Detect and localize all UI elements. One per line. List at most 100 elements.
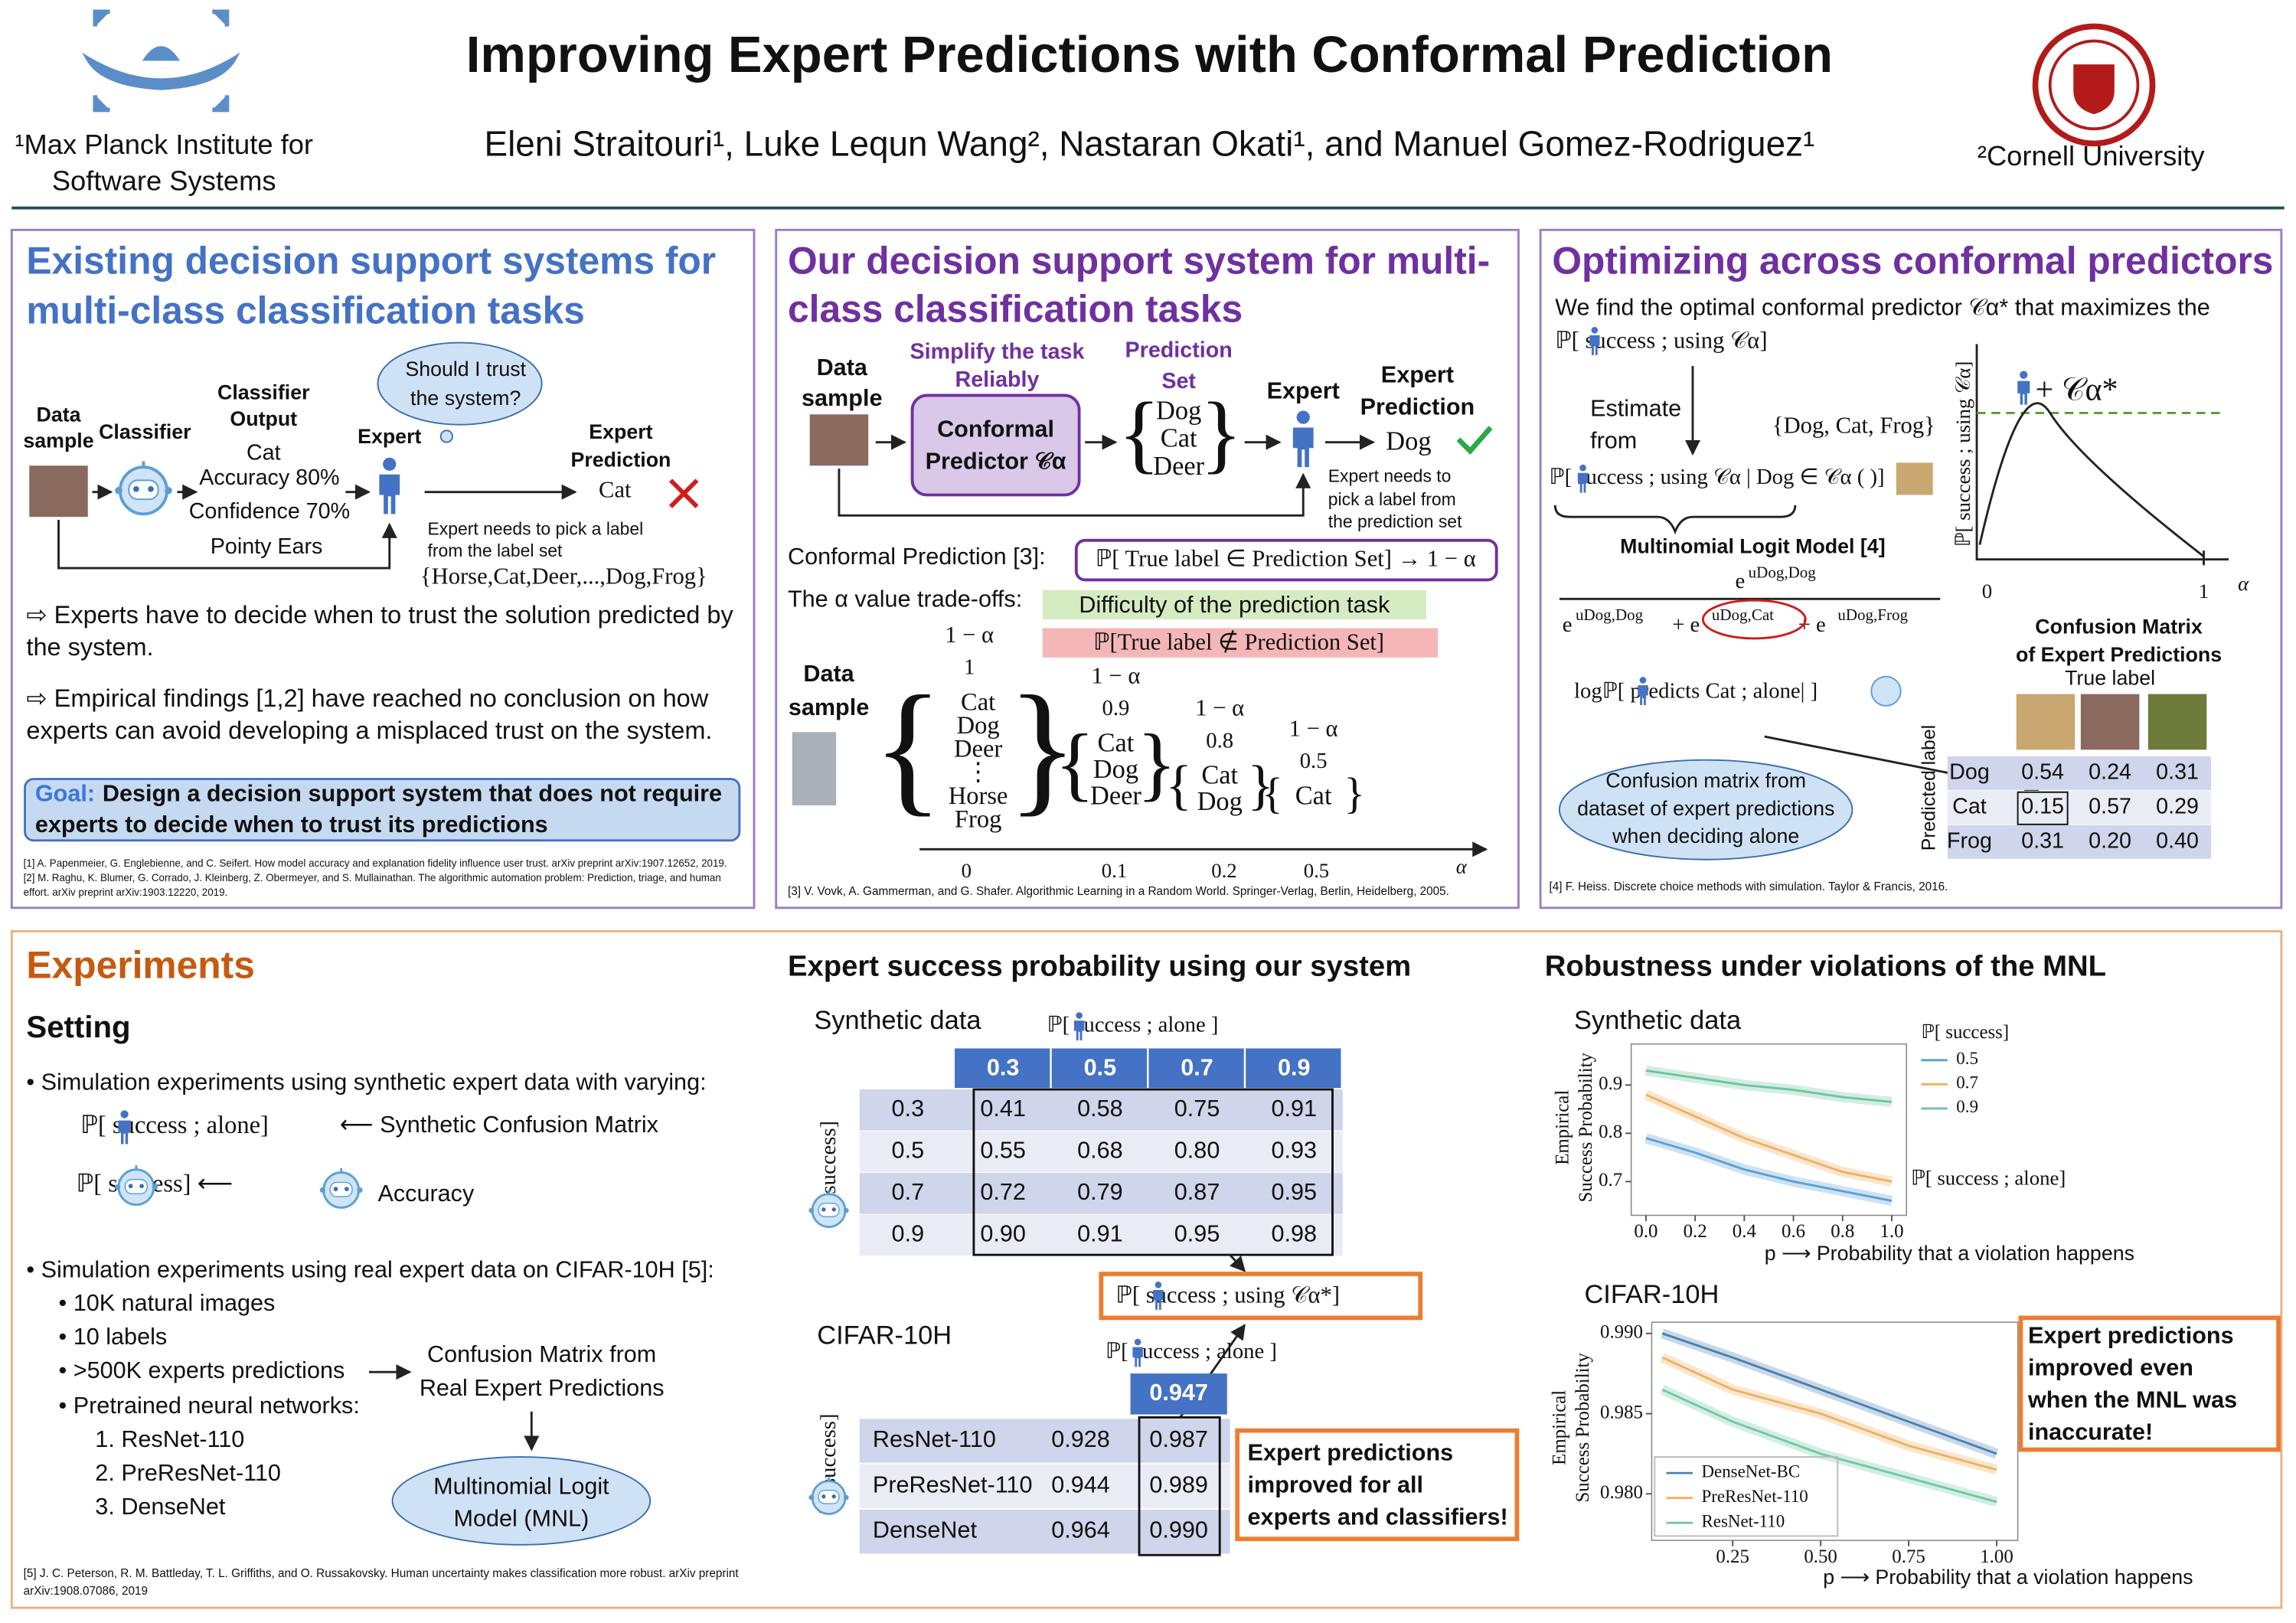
confusion-matrix: Dog 0.54 0.24 0.31 Cat 0.15 0.57 0.29 Frog 0.31 0.… [1947, 756, 2212, 859]
bullet: 2. PreResNet-110 [95, 1460, 281, 1486]
row-label: 0.7 [892, 1179, 925, 1205]
label: of Expert Predictions [2016, 643, 2222, 666]
legend-box [1654, 1456, 1839, 1537]
header-label: 0.3 [987, 1054, 1020, 1080]
highlight [1042, 589, 1426, 620]
panel-ours: Our decision support system for multi- c… [788, 239, 1498, 898]
brace: { [1055, 717, 1095, 809]
formula-box [1074, 538, 1498, 582]
series-line [1645, 1069, 1893, 1103]
cell: 0.31 [2156, 759, 2199, 784]
cell: 0.75 [1174, 1096, 1220, 1122]
callout-box [1235, 1428, 1520, 1542]
header-label: 0.5 [1084, 1054, 1117, 1080]
legend-label: ResNet-110 [1701, 1511, 1785, 1530]
thought-cloud [377, 341, 543, 426]
brace: } [1137, 717, 1177, 809]
row-bg [1947, 790, 2212, 825]
header-cell [1246, 1048, 1341, 1089]
axis-label: Success Probability [1573, 1353, 1593, 1503]
label: dataset of expert predictions [1577, 797, 1834, 820]
coverage-value: 1 [964, 655, 975, 680]
arrow [1229, 1254, 1246, 1272]
cell: 0.29 [2156, 794, 2199, 818]
label: Data [803, 661, 854, 687]
label: Classifier [99, 420, 191, 443]
set-label: Frog [955, 805, 1001, 833]
note: pick a label from [1328, 489, 1456, 509]
label: Simplify the task [910, 340, 1085, 364]
label: ℙ[True label ∉ Prediction Set] [1093, 629, 1384, 655]
bullet: 1. ResNet-110 [95, 1426, 244, 1452]
brace: { [1118, 384, 1160, 482]
callout-box [2018, 1315, 2281, 1452]
image [2080, 694, 2140, 750]
label: Prediction [1360, 394, 1475, 420]
header-cell [1051, 1048, 1148, 1089]
coverage-value: 0.5 [1300, 749, 1328, 773]
label: Dog [1156, 396, 1201, 425]
x-tick-label: 0.50 [1804, 1546, 1837, 1567]
bullet: • 10K natural images [59, 1290, 276, 1316]
label: Expert [1267, 378, 1340, 404]
cell: 0.58 [1077, 1096, 1123, 1122]
formula: uDog,Frog [1837, 606, 1908, 624]
cell: 0.990 [1149, 1517, 1208, 1543]
cell: 0.989 [1149, 1471, 1208, 1497]
label: Confusion Matrix from [427, 1341, 656, 1367]
bullet: • >500K experts predictions [59, 1357, 345, 1383]
row-bg [859, 1509, 1230, 1554]
legend-label: PreResNet-110 [1701, 1487, 1808, 1506]
series-line [1661, 1356, 1997, 1471]
panel-optimizing: Optimizing across conformal predictors W… [1550, 239, 2274, 893]
note: Expert needs to [1328, 466, 1452, 486]
reference: [5] J. C. Peterson, R. M. Battleday, T. … [24, 1567, 740, 1580]
cell: 0.98 [1272, 1220, 1318, 1246]
set-label: Cat [1098, 728, 1135, 757]
panel [10, 930, 2283, 1609]
bullet: • Pretrained neural networks: [59, 1393, 360, 1419]
label: Conformal [937, 416, 1054, 442]
plot-area [1651, 1321, 2019, 1541]
coverage-label: 1 − α [1289, 715, 1338, 741]
set-label: ⋮ [965, 759, 990, 786]
label: Expert [589, 420, 652, 443]
goal-label: Goal: [35, 781, 95, 807]
cell: 0.987 [1149, 1426, 1208, 1452]
cornell-seal [2032, 23, 2156, 147]
callout: inaccurate! [2028, 1419, 2153, 1445]
axis-label: α [2238, 572, 2249, 595]
series-line [1645, 1093, 1893, 1183]
set-label: Dog [957, 712, 1000, 740]
label: Real Expert Predictions [420, 1375, 665, 1401]
tick-label: 0.5 [1304, 859, 1329, 882]
tick-label: 0.1 [1102, 859, 1127, 882]
y-tick-label: 0.985 [1600, 1402, 1643, 1422]
image [792, 732, 837, 805]
cell: 0.90 [980, 1220, 1026, 1246]
formula: + e [1672, 612, 1700, 637]
formula: uDog,Dog [1749, 563, 1817, 582]
goal-text: Design a decision support system that do… [103, 781, 722, 807]
cell: 0.20 [2089, 828, 2131, 853]
x-tick-label: 0.0 [1634, 1221, 1657, 1242]
coverage-value: 0.8 [1206, 728, 1233, 753]
cell: 0.24 [2089, 759, 2131, 784]
reference: arXiv:1908.07086, 2019 [24, 1585, 148, 1598]
legend-label: 0.5 [1956, 1049, 1978, 1068]
predictor-box [910, 394, 1081, 497]
x-tick-label: 0.2 [1684, 1221, 1707, 1242]
axis-label: p ⟶ Probability that a violation happens [1765, 1242, 2134, 1265]
label: Multinomial Logit [433, 1473, 609, 1499]
cell: 0.93 [1272, 1137, 1318, 1163]
note: Expert needs to pick a label [427, 518, 643, 538]
reference: [4] F. Heiss. Discrete choice methods wi… [1550, 880, 1948, 893]
row-bg [1947, 756, 2212, 790]
label: Expert [1381, 362, 1454, 388]
paragraph: We find the optimal conformal predictor … [1555, 295, 2210, 321]
label: Reliably [955, 367, 1040, 392]
image [809, 414, 869, 466]
cell: 0.54 [2021, 759, 2064, 784]
x-tick-label: 0.75 [1892, 1546, 1925, 1567]
